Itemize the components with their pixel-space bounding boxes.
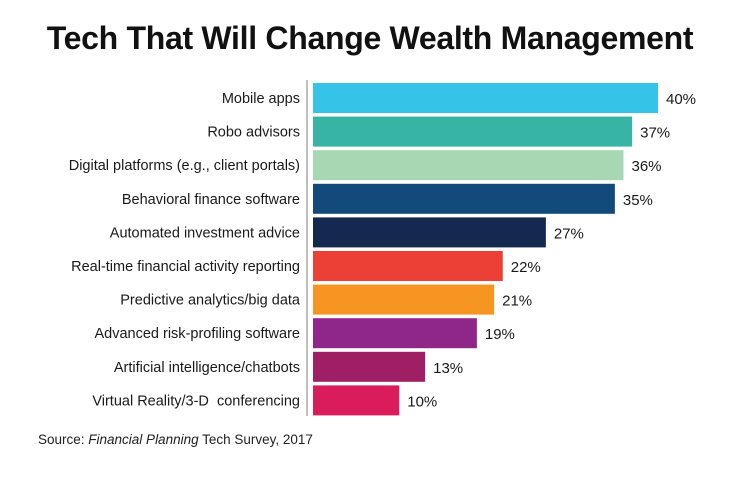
category-label: Mobile apps <box>222 91 300 107</box>
data-label: 36% <box>632 158 662 175</box>
bar <box>313 385 400 416</box>
bar <box>313 217 546 248</box>
data-label: 22% <box>511 259 541 276</box>
data-label: 19% <box>485 326 515 343</box>
data-label: 27% <box>554 225 584 242</box>
bar <box>313 351 426 382</box>
bar <box>313 284 495 315</box>
data-label: 13% <box>433 360 463 377</box>
bar <box>313 318 477 349</box>
source-note: Source: Financial Planning Tech Survey, … <box>38 432 313 447</box>
category-label: Predictive analytics/big data <box>120 293 301 309</box>
category-label: Behavioral finance software <box>122 192 300 208</box>
bar <box>313 116 633 147</box>
bar <box>313 83 658 113</box>
category-label: Virtual Reality/3-D conferencing <box>92 393 300 409</box>
data-label: 10% <box>407 393 437 410</box>
data-label: 37% <box>640 125 670 142</box>
category-label: Robo advisors <box>207 125 300 141</box>
bar <box>313 183 615 214</box>
category-label: Advanced risk-profiling software <box>94 326 300 342</box>
category-label: Artificial intelligence/chatbots <box>114 360 300 376</box>
category-label: Automated investment advice <box>110 225 300 241</box>
category-label: Digital platforms (e.g., client portals) <box>69 158 300 174</box>
data-label: 35% <box>623 192 653 209</box>
source-prefix: Source: <box>38 432 89 447</box>
chart-title: Tech That Will Change Wealth Management <box>46 20 694 56</box>
bar <box>313 150 624 181</box>
category-label: Real-time financial activity reporting <box>71 259 300 275</box>
source-suffix: Tech Survey, 2017 <box>198 432 313 447</box>
bar <box>313 251 503 281</box>
data-label: 21% <box>502 293 532 310</box>
source-publication: Financial Planning <box>88 432 199 447</box>
data-label: 40% <box>666 91 696 108</box>
